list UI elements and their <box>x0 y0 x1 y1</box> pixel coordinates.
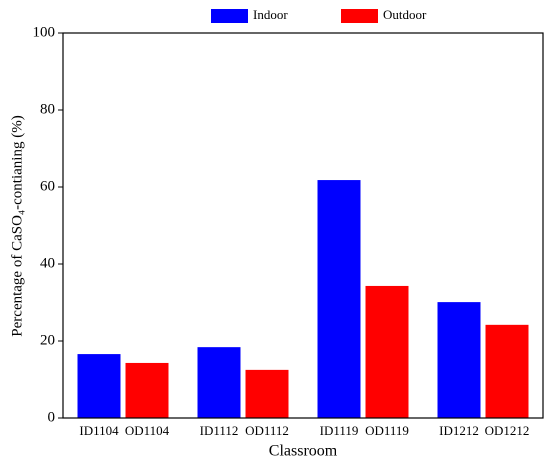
y-tick-label: 40 <box>40 255 55 271</box>
legend-swatch <box>211 9 248 23</box>
bar <box>125 362 169 418</box>
y-tick-label: 80 <box>40 101 55 117</box>
legend-swatch <box>341 9 378 23</box>
y-tick-label: 0 <box>48 409 56 425</box>
x-axis-label: Classroom <box>269 443 338 460</box>
bar <box>77 354 121 418</box>
x-tick-label: ID1119 <box>320 423 359 438</box>
x-tick-label: OD1104 <box>125 423 170 438</box>
bar <box>365 285 409 418</box>
y-tick-label: 60 <box>40 178 55 194</box>
x-tick-label: ID1212 <box>439 423 479 438</box>
bar <box>197 347 241 418</box>
x-tick-label: OD1119 <box>365 423 409 438</box>
bar <box>317 180 361 418</box>
x-tick-label: OD1112 <box>245 423 289 438</box>
bar <box>437 302 481 418</box>
legend-label: Indoor <box>253 7 288 22</box>
y-axis-label: Percentage of CaSO₄-contianing (%) <box>9 115 25 336</box>
bar <box>245 369 289 418</box>
x-tick-label: ID1104 <box>79 423 119 438</box>
plot-frame <box>62 32 544 419</box>
legend-label: Outdoor <box>383 7 427 22</box>
bar <box>485 324 529 418</box>
y-tick-label: 100 <box>33 24 56 40</box>
x-tick-label: OD1212 <box>485 423 530 438</box>
y-tick-label: 20 <box>40 332 55 348</box>
x-tick-label: ID1112 <box>200 423 239 438</box>
